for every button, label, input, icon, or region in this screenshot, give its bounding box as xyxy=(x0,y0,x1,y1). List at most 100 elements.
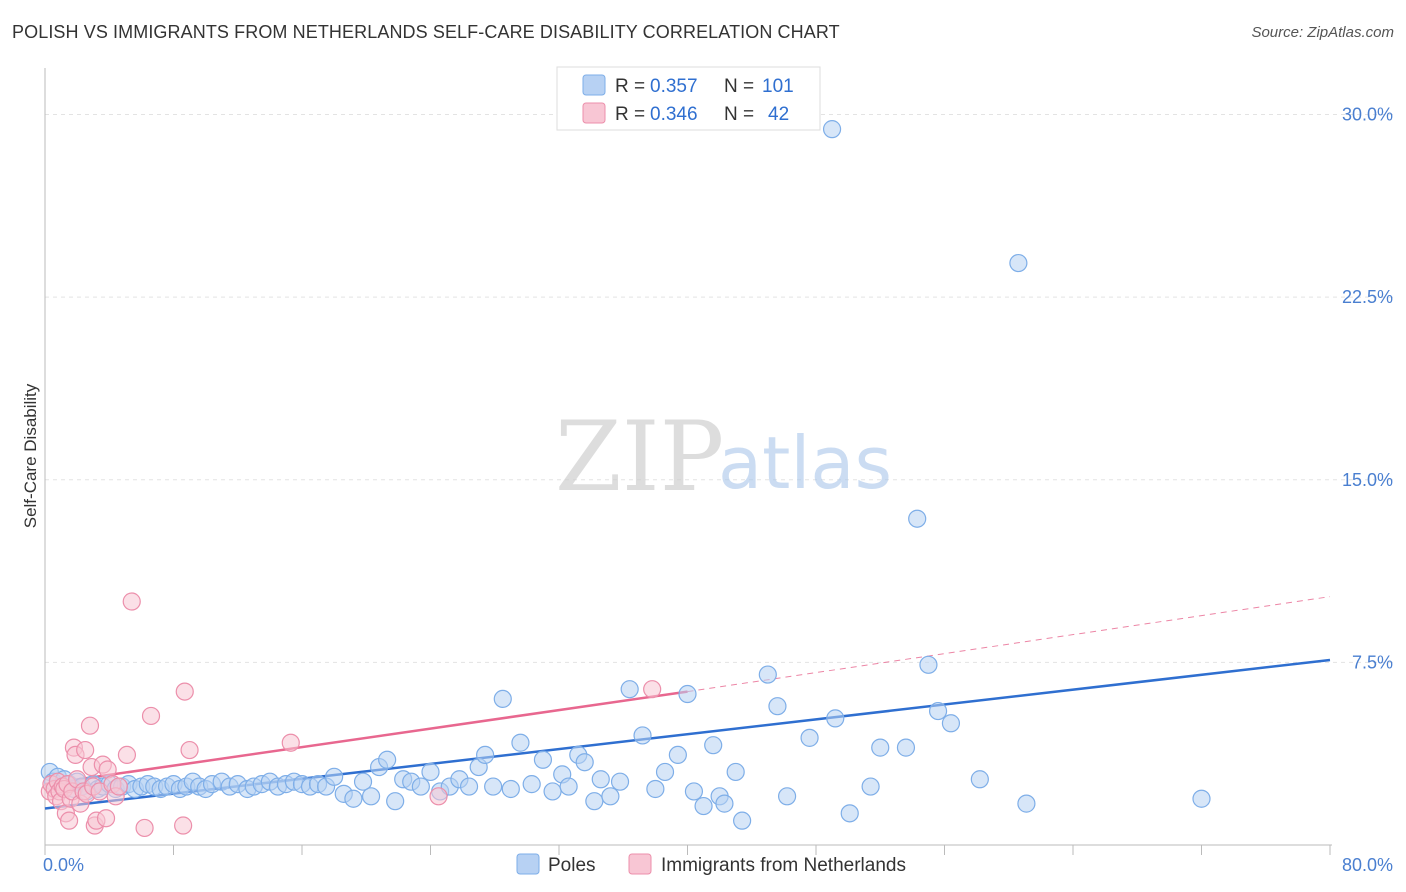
y-axis-label: Self-Care Disability xyxy=(21,383,40,528)
point-netherlands[interactable] xyxy=(80,716,100,735)
stats-legend: R = 0.357 N = 101 R = 0.346 N = 42 xyxy=(556,66,821,131)
point-poles[interactable] xyxy=(344,789,363,808)
point-netherlands[interactable] xyxy=(174,816,193,835)
point-poles[interactable] xyxy=(522,775,541,794)
point-poles[interactable] xyxy=(861,777,880,796)
point-netherlands[interactable] xyxy=(429,787,448,806)
point-poles[interactable] xyxy=(655,762,675,782)
point-poles[interactable] xyxy=(758,665,777,684)
watermark-atlas: atlas xyxy=(718,421,892,505)
point-netherlands[interactable] xyxy=(76,740,95,760)
legend-r-label-netherlands: R = xyxy=(615,104,645,125)
axes xyxy=(44,68,1332,855)
point-poles[interactable] xyxy=(646,779,665,799)
series-legend: Poles Immigrants from Netherlands xyxy=(516,853,906,876)
point-poles[interactable] xyxy=(1017,794,1036,813)
point-netherlands[interactable] xyxy=(109,777,128,796)
series-legend-swatch-netherlands xyxy=(628,853,652,875)
gridlines xyxy=(45,114,1395,663)
series-legend-label-netherlands: Immigrants from Netherlands xyxy=(661,855,906,876)
x-tick-label: 80.0% xyxy=(1342,855,1393,875)
x-tick-labels: 0.0% 80.0% xyxy=(43,855,1393,875)
y-tick-label: 30.0% xyxy=(1342,105,1393,125)
point-poles[interactable] xyxy=(575,753,594,772)
point-poles[interactable] xyxy=(684,782,704,801)
chart-title: POLISH VS IMMIGRANTS FROM NETHERLANDS SE… xyxy=(12,22,840,42)
point-netherlands[interactable] xyxy=(141,706,161,726)
series-legend-label-poles: Poles xyxy=(548,855,596,876)
point-poles[interactable] xyxy=(768,697,787,716)
point-poles[interactable] xyxy=(411,777,430,796)
trend-line-1 xyxy=(44,690,688,786)
point-poles[interactable] xyxy=(325,767,344,786)
legend-r-label-poles: R = xyxy=(615,76,645,97)
y-tick-label: 22.5% xyxy=(1342,287,1393,307)
point-poles[interactable] xyxy=(871,738,890,757)
point-poles[interactable] xyxy=(668,745,687,765)
trend-line-extension-1 xyxy=(687,596,1331,693)
point-poles[interactable] xyxy=(378,750,397,769)
point-poles[interactable] xyxy=(970,770,989,789)
y-tick-labels: 7.5% 15.0% 22.5% 30.0% xyxy=(1342,105,1393,673)
point-poles[interactable] xyxy=(543,782,562,801)
point-poles[interactable] xyxy=(591,770,610,789)
point-poles[interactable] xyxy=(511,733,530,752)
legend-n-value-poles: 101 xyxy=(762,76,794,97)
point-poles[interactable] xyxy=(1192,789,1211,808)
point-poles[interactable] xyxy=(822,120,842,139)
point-poles[interactable] xyxy=(386,792,405,811)
y-tick-label: 7.5% xyxy=(1352,652,1393,672)
point-poles[interactable] xyxy=(353,772,373,791)
point-netherlands[interactable] xyxy=(175,682,194,701)
legend-n-label-netherlands: N = xyxy=(724,104,754,125)
point-poles[interactable] xyxy=(1009,253,1028,273)
point-poles[interactable] xyxy=(678,684,697,704)
point-poles[interactable] xyxy=(777,787,797,806)
point-poles[interactable] xyxy=(459,777,479,796)
point-poles[interactable] xyxy=(533,750,553,769)
point-netherlands[interactable] xyxy=(281,733,300,752)
point-poles[interactable] xyxy=(421,762,440,782)
point-poles[interactable] xyxy=(726,762,745,782)
point-poles[interactable] xyxy=(928,701,948,721)
x-tick-label: 0.0% xyxy=(43,855,84,875)
point-poles[interactable] xyxy=(715,794,734,813)
point-poles[interactable] xyxy=(908,509,927,528)
point-poles[interactable] xyxy=(585,792,604,811)
point-poles[interactable] xyxy=(601,787,620,806)
point-netherlands[interactable] xyxy=(180,740,199,760)
point-netherlands[interactable] xyxy=(117,745,137,765)
point-netherlands[interactable] xyxy=(135,818,154,838)
series-legend-swatch-poles xyxy=(516,853,540,875)
legend-n-value-netherlands: 42 xyxy=(768,104,789,125)
point-poles[interactable] xyxy=(919,655,938,674)
point-poles[interactable] xyxy=(704,736,723,755)
point-netherlands[interactable] xyxy=(96,809,116,828)
point-poles[interactable] xyxy=(493,689,512,709)
point-poles[interactable] xyxy=(476,745,495,765)
point-poles[interactable] xyxy=(484,777,503,796)
legend-swatch-netherlands xyxy=(582,102,606,124)
point-poles[interactable] xyxy=(501,779,520,799)
point-poles[interactable] xyxy=(610,772,630,791)
point-netherlands[interactable] xyxy=(59,811,79,830)
source-label: Source: ZipAtlas.com xyxy=(1251,24,1394,41)
legend-swatch-poles xyxy=(582,74,606,96)
point-poles[interactable] xyxy=(840,804,859,823)
point-poles[interactable] xyxy=(733,811,752,830)
point-netherlands[interactable] xyxy=(643,680,662,699)
point-poles[interactable] xyxy=(633,726,652,745)
point-poles[interactable] xyxy=(941,714,961,733)
scatter-points xyxy=(40,120,1211,838)
point-poles[interactable] xyxy=(896,738,916,757)
point-poles[interactable] xyxy=(800,728,819,747)
point-poles[interactable] xyxy=(826,709,845,728)
legend-n-label-poles: N = xyxy=(724,76,754,97)
point-poles[interactable] xyxy=(620,680,639,699)
point-poles[interactable] xyxy=(694,796,713,816)
point-netherlands[interactable] xyxy=(122,592,141,611)
point-poles[interactable] xyxy=(559,777,578,796)
point-poles[interactable] xyxy=(361,787,381,806)
watermark-zip: ZIP xyxy=(555,401,724,513)
